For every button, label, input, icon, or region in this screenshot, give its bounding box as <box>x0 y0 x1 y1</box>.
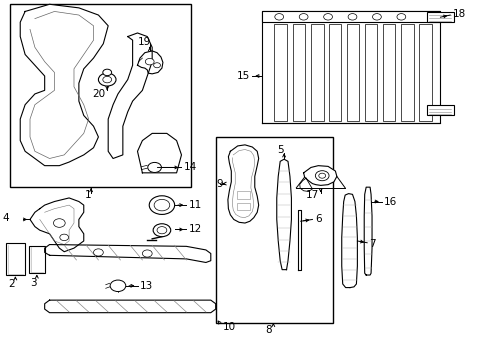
Polygon shape <box>262 12 441 123</box>
Bar <box>29 246 45 273</box>
Text: 6: 6 <box>315 215 321 224</box>
Polygon shape <box>298 211 301 270</box>
Text: 20: 20 <box>92 89 105 99</box>
Text: 4: 4 <box>2 213 9 222</box>
Polygon shape <box>364 187 372 275</box>
Bar <box>427 12 454 22</box>
Circle shape <box>275 14 284 20</box>
Text: 5: 5 <box>277 145 284 155</box>
Bar <box>401 24 414 121</box>
Circle shape <box>299 14 308 20</box>
Polygon shape <box>277 159 292 270</box>
Polygon shape <box>342 194 357 288</box>
Text: 11: 11 <box>189 200 202 210</box>
Polygon shape <box>108 33 152 158</box>
Circle shape <box>94 249 103 256</box>
Bar <box>312 24 324 121</box>
Text: 8: 8 <box>266 325 272 335</box>
Bar <box>293 24 305 121</box>
Bar <box>216 137 333 323</box>
Circle shape <box>319 173 326 178</box>
Circle shape <box>372 14 381 20</box>
Circle shape <box>157 226 167 234</box>
Text: 14: 14 <box>184 162 197 172</box>
Circle shape <box>154 199 170 211</box>
Bar <box>365 24 377 121</box>
Circle shape <box>60 234 69 240</box>
Text: 9: 9 <box>217 179 223 189</box>
Text: 16: 16 <box>384 197 397 207</box>
Bar <box>347 24 359 121</box>
Bar <box>237 203 250 211</box>
Polygon shape <box>138 51 163 74</box>
Text: 10: 10 <box>223 322 236 332</box>
Text: 12: 12 <box>189 225 202 234</box>
Circle shape <box>143 250 152 257</box>
Bar <box>10 4 191 187</box>
Circle shape <box>148 162 161 172</box>
Text: 15: 15 <box>237 71 250 81</box>
Circle shape <box>154 63 160 68</box>
Circle shape <box>316 171 329 181</box>
Circle shape <box>149 196 174 215</box>
Circle shape <box>397 14 406 20</box>
Polygon shape <box>20 4 108 166</box>
Polygon shape <box>30 198 84 252</box>
Circle shape <box>324 14 332 20</box>
Polygon shape <box>304 166 337 185</box>
Circle shape <box>146 58 154 65</box>
Bar <box>383 24 395 121</box>
Text: 1: 1 <box>84 190 91 201</box>
Bar <box>427 105 454 116</box>
Text: 2: 2 <box>8 279 15 289</box>
Text: 3: 3 <box>30 278 37 288</box>
Polygon shape <box>45 244 211 262</box>
Text: 18: 18 <box>453 9 466 19</box>
Bar <box>419 24 432 121</box>
Bar <box>329 24 341 121</box>
Circle shape <box>110 280 126 292</box>
Bar <box>237 192 250 199</box>
Circle shape <box>53 219 65 227</box>
Circle shape <box>103 69 112 76</box>
Bar <box>262 12 441 22</box>
Circle shape <box>103 76 112 83</box>
Polygon shape <box>300 178 313 192</box>
Circle shape <box>348 14 357 20</box>
Circle shape <box>98 73 116 86</box>
Text: 7: 7 <box>369 239 376 249</box>
Polygon shape <box>228 145 259 223</box>
Polygon shape <box>45 300 216 313</box>
Bar <box>5 243 25 275</box>
Bar <box>274 24 287 121</box>
Circle shape <box>153 224 171 237</box>
Text: 13: 13 <box>140 281 153 291</box>
Text: 19: 19 <box>138 37 151 46</box>
Polygon shape <box>138 134 181 173</box>
Text: 17: 17 <box>306 190 319 201</box>
